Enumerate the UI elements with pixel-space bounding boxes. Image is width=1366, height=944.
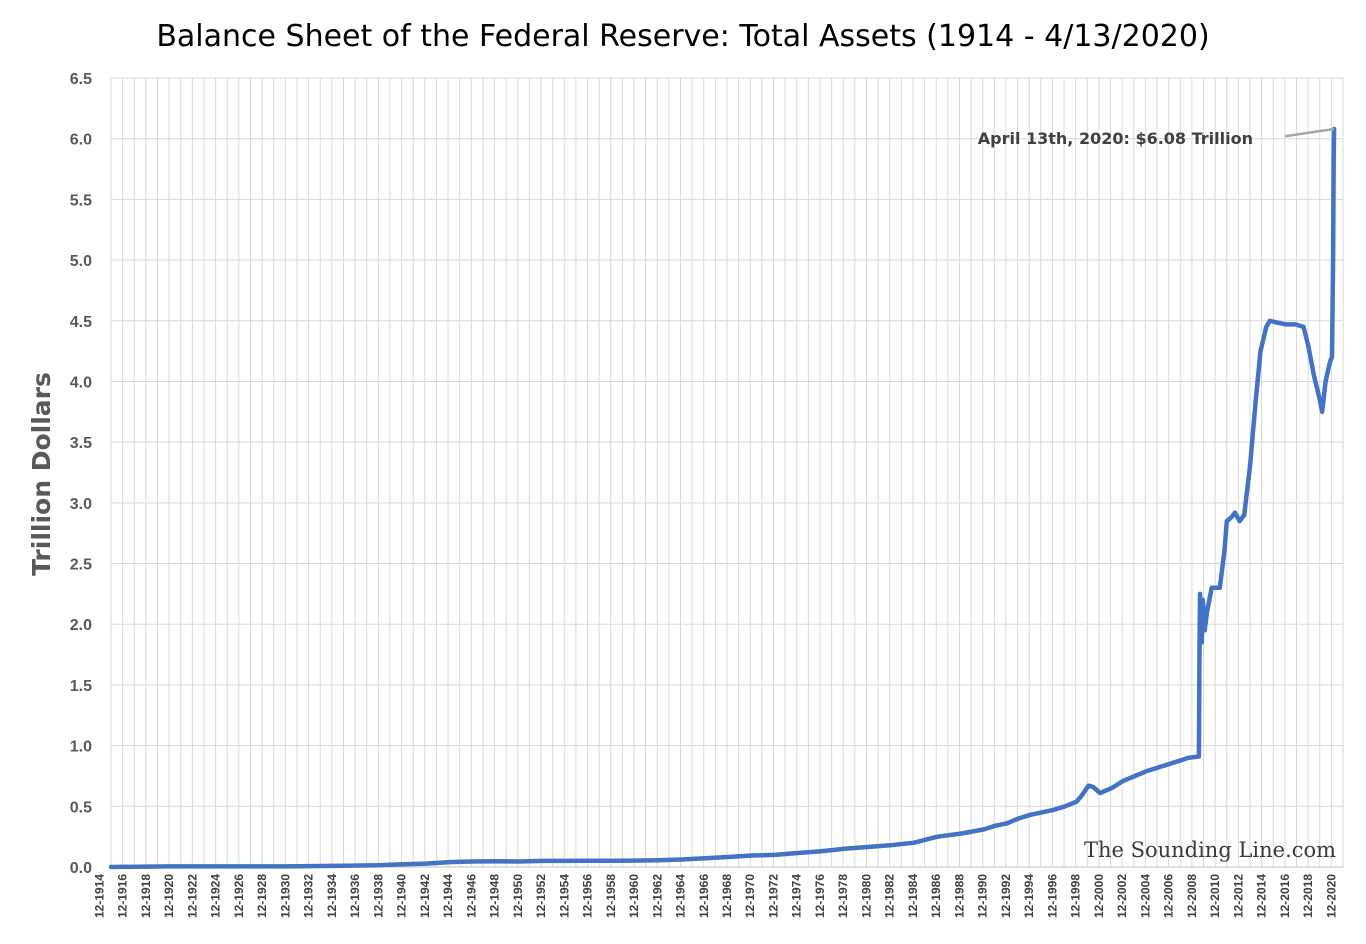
x-tick-label: 12-1934 — [325, 874, 339, 918]
x-tick-label: 12-1990 — [976, 874, 990, 918]
y-tick-label: 5.5 — [70, 192, 92, 209]
x-tick-label: 12-1914 — [92, 874, 106, 918]
y-axis-label: Trillion Dollars — [27, 372, 56, 576]
x-tick-label: 12-2002 — [1115, 874, 1129, 918]
x-tick-label: 12-1960 — [627, 874, 641, 918]
x-tick-label: 12-1952 — [534, 874, 548, 918]
x-tick-label: 12-1978 — [836, 874, 850, 918]
x-tick-label: 12-1930 — [278, 874, 292, 918]
x-tick-label: 12-1942 — [418, 874, 432, 918]
x-tick-label: 12-2020 — [1324, 874, 1338, 918]
x-tick-label: 12-1938 — [371, 874, 385, 918]
y-tick-label: 3.0 — [70, 496, 92, 513]
x-tick-label: 12-1958 — [604, 874, 618, 918]
vertical-gridlines — [110, 78, 1344, 867]
y-tick-label: 6.0 — [70, 132, 92, 149]
x-tick-label: 12-1974 — [790, 874, 804, 918]
x-tick-label: 12-2012 — [1231, 874, 1245, 918]
horizontal-gridlines — [111, 77, 1343, 868]
x-tick-label: 12-2006 — [1162, 874, 1176, 918]
y-tick-label: 5.0 — [70, 253, 92, 270]
y-tick-label: 4.5 — [70, 314, 92, 331]
x-tick-label: 12-1946 — [464, 874, 478, 918]
x-tick-label: 12-2000 — [1092, 874, 1106, 918]
x-tick-label: 12-1956 — [581, 874, 595, 918]
x-tick-label: 12-1998 — [1069, 874, 1083, 918]
x-tick-label: 12-1986 — [929, 874, 943, 918]
y-tick-label: 6.5 — [70, 71, 92, 88]
x-tick-label: 12-1936 — [348, 874, 362, 918]
x-tick-label: 12-1954 — [557, 874, 571, 918]
watermark: The Sounding Line.com — [1084, 838, 1336, 862]
x-tick-label: 12-1950 — [511, 874, 525, 918]
x-tick-label: 12-1976 — [813, 874, 827, 918]
annotation-leader-line — [1284, 127, 1335, 138]
x-tick-label: 12-1940 — [395, 874, 409, 918]
x-tick-label: 12-1972 — [767, 874, 781, 918]
y-tick-label: 2.0 — [70, 617, 92, 634]
x-tick-label: 12-2010 — [1208, 874, 1222, 918]
x-tick-label: 12-1996 — [1045, 874, 1059, 918]
x-tick-label: 12-1982 — [883, 874, 897, 918]
x-tick-label: 12-1926 — [232, 874, 246, 918]
x-tick-label: 12-2004 — [1138, 874, 1152, 918]
y-tick-label: 2.5 — [70, 557, 92, 574]
y-tick-label: 0.5 — [70, 799, 92, 816]
x-tick-label: 12-1932 — [302, 874, 316, 918]
x-tick-label: 12-1916 — [116, 874, 130, 918]
x-tick-label: 12-1918 — [139, 874, 153, 918]
x-tick-label: 12-1970 — [743, 874, 757, 918]
x-tick-label: 12-2016 — [1278, 874, 1292, 918]
x-tick-label: 12-2008 — [1185, 874, 1199, 918]
x-tick-labels: 12-1914 12-1916 12-1918 12-1920 12-1922 12-19… — [92, 874, 1338, 918]
x-tick-label: 12-1966 — [697, 874, 711, 918]
series-line-total-assets — [108, 126, 1337, 870]
x-tick-label: 12-1962 — [650, 874, 664, 918]
x-tick-label: 12-1948 — [488, 874, 502, 918]
x-tick-label: 12-1968 — [720, 874, 734, 918]
x-tick-label: 12-1992 — [999, 874, 1013, 918]
x-tick-label: 12-1988 — [953, 874, 967, 918]
x-tick-label: 12-1922 — [185, 874, 199, 918]
chart-title: Balance Sheet of the Federal Reserve: To… — [156, 19, 1209, 54]
annotation-label: April 13th, 2020: $6.08 Trillion — [978, 129, 1253, 148]
x-tick-label: 12-1984 — [906, 874, 920, 918]
y-tick-label: 1.5 — [70, 678, 92, 695]
y-tick-label: 4.0 — [70, 374, 92, 391]
y-tick-label: 1.0 — [70, 739, 92, 756]
y-tick-label: 3.5 — [70, 435, 92, 452]
y-tick-label: 0.0 — [70, 860, 92, 877]
y-tick-labels: 0.0 0.5 1.0 1.5 2.0 2.5 3.0 3.5 4.0 4.5 5.0 5.5 6.0 6… — [70, 71, 92, 877]
x-tick-label: 12-2014 — [1255, 874, 1269, 918]
x-tick-label: 12-1924 — [209, 874, 223, 918]
x-tick-label: 12-1928 — [255, 874, 269, 918]
x-tick-label: 12-2018 — [1301, 874, 1315, 918]
x-tick-label: 12-1944 — [441, 874, 455, 918]
x-tick-label: 12-1920 — [162, 874, 176, 918]
x-tick-label: 12-1964 — [674, 874, 688, 918]
x-tick-label: 12-1994 — [1022, 874, 1036, 918]
x-tick-label: 12-1980 — [860, 874, 874, 918]
